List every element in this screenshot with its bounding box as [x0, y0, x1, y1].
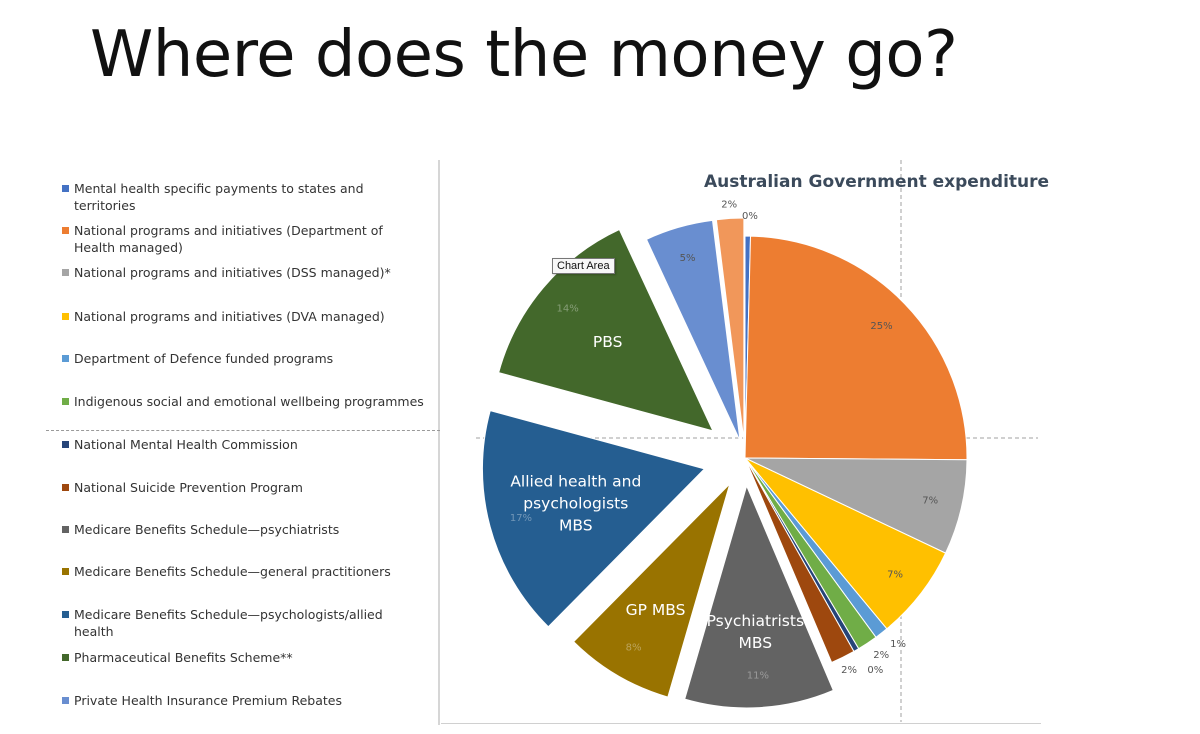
- legend-swatch: [62, 697, 69, 704]
- data-label: 5%: [680, 253, 696, 264]
- legend-swatch: [62, 568, 69, 575]
- pie-slice[interactable]: [645, 219, 741, 441]
- legend-item: National programs and initiatives (Depar…: [62, 222, 424, 256]
- legend-item: Indigenous social and emotional wellbein…: [62, 393, 424, 410]
- chart-legend: Mental health specific payments to state…: [40, 160, 440, 725]
- slide-title: Where does the money go?: [90, 18, 958, 92]
- legend-item: Medicare Benefits Schedule—psychiatrists: [62, 521, 424, 538]
- slice-caption: GP MBS: [626, 601, 686, 619]
- legend-item: National Suicide Prevention Program: [62, 479, 424, 496]
- legend-swatch: [62, 526, 69, 533]
- chart-area-tooltip: Chart Area: [552, 258, 615, 274]
- data-label: 1%: [890, 639, 906, 650]
- legend-swatch: [62, 441, 69, 448]
- data-label: 0%: [742, 211, 758, 222]
- data-label: 0%: [867, 665, 883, 676]
- slice-caption: Allied health and psychologists MBS: [510, 472, 641, 534]
- slice-caption-line: psychologists: [523, 494, 628, 512]
- legend-item: Department of Defence funded programs: [62, 350, 424, 367]
- data-label: 2%: [873, 650, 889, 661]
- legend-label: Medicare Benefits Schedule—general pract…: [74, 564, 391, 579]
- legend-swatch: [62, 398, 69, 405]
- legend-item: Medicare Benefits Schedule—psychologists…: [62, 606, 424, 640]
- legend-item: National programs and initiatives (DVA m…: [62, 308, 424, 325]
- data-label: 14%: [557, 303, 579, 314]
- legend-swatch: [62, 227, 69, 234]
- legend-item: Medicare Benefits Schedule—general pract…: [62, 563, 424, 580]
- legend-label: Indigenous social and emotional wellbein…: [74, 394, 424, 409]
- legend-label: Pharmaceutical Benefits Scheme**: [74, 650, 293, 665]
- legend-label: Medicare Benefits Schedule—psychiatrists: [74, 522, 340, 537]
- legend-swatch: [62, 484, 69, 491]
- pie-slice[interactable]: [572, 483, 731, 698]
- slice-caption-line: MBS: [559, 516, 593, 534]
- data-label: 2%: [841, 665, 857, 676]
- data-label: 8%: [626, 643, 642, 654]
- slice-caption: Psychiatrists MBS: [707, 612, 804, 652]
- data-label: 7%: [922, 495, 938, 506]
- chart-title: Australian Government expenditure: [704, 172, 1050, 192]
- pie-slice[interactable]: [744, 235, 968, 461]
- data-label: 11%: [747, 671, 769, 682]
- legend-label: National programs and initiatives (DSS m…: [74, 265, 391, 280]
- slice-caption-line: MBS: [739, 634, 773, 652]
- pie-slice[interactable]: [481, 409, 706, 628]
- legend-swatch: [62, 355, 69, 362]
- legend-resize-guide: [46, 430, 440, 431]
- legend-label: National programs and initiatives (Depar…: [74, 223, 383, 255]
- legend-item: Private Health Insurance Premium Rebates: [62, 692, 424, 709]
- slice-caption-line: Psychiatrists: [707, 612, 804, 630]
- pie-slice[interactable]: [498, 228, 714, 432]
- legend-item: Mental health specific payments to state…: [62, 180, 424, 214]
- legend-swatch: [62, 654, 69, 661]
- slice-caption: PBS: [593, 333, 623, 351]
- slice-caption-line: Allied health and: [510, 472, 641, 490]
- legend-label: National Mental Health Commission: [74, 437, 298, 452]
- data-label: 7%: [887, 570, 903, 581]
- data-label: 17%: [510, 513, 532, 524]
- chart-area[interactable]: [441, 155, 1041, 724]
- legend-label: Private Health Insurance Premium Rebates: [74, 693, 342, 708]
- legend-item: National programs and initiatives (DSS m…: [62, 264, 424, 281]
- legend-swatch: [62, 269, 69, 276]
- pie-slice[interactable]: [684, 484, 834, 709]
- slice-caption-line: GP MBS: [626, 601, 686, 619]
- pie-slice[interactable]: [744, 457, 855, 664]
- data-label: 25%: [870, 321, 892, 332]
- legend-swatch: [62, 185, 69, 192]
- legend-label: Medicare Benefits Schedule—psychologists…: [74, 607, 383, 639]
- legend-swatch: [62, 313, 69, 320]
- legend-label: National programs and initiatives (DVA m…: [74, 309, 385, 324]
- legend-label: Department of Defence funded programs: [74, 351, 334, 366]
- data-label: 2%: [721, 199, 737, 210]
- legend-item: Pharmaceutical Benefits Scheme**: [62, 649, 424, 666]
- legend-label: Mental health specific payments to state…: [74, 181, 364, 213]
- pie-slice[interactable]: [715, 217, 745, 441]
- slice-caption-line: PBS: [593, 333, 623, 351]
- legend-label: National Suicide Prevention Program: [74, 480, 303, 495]
- legend-swatch: [62, 611, 69, 618]
- legend-item: National Mental Health Commission: [62, 436, 424, 453]
